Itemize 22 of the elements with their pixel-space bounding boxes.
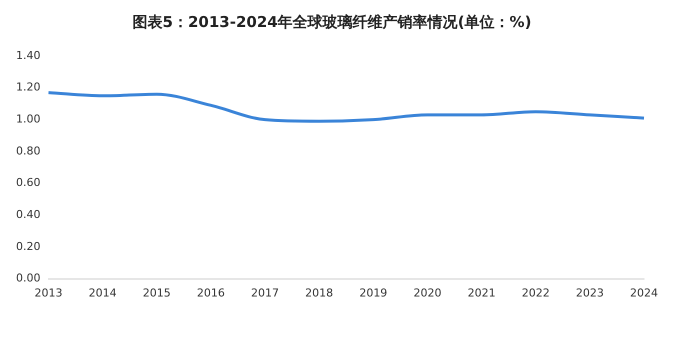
y-tick-label: 0.00 — [16, 272, 40, 285]
x-tick-label: 2016 — [196, 286, 225, 300]
x-tick-label: 2021 — [468, 286, 496, 300]
chart-title: 图表5：2013-2024年全球玻璃纤维产销率情况(单位：%) — [132, 12, 532, 31]
x-tick-label: 2024 — [630, 286, 658, 300]
y-tick-label: 0.80 — [16, 144, 40, 158]
x-tick-label: 2020 — [413, 286, 442, 300]
x-tick-label: 2023 — [576, 286, 604, 300]
x-tick-label: 2014 — [88, 286, 117, 300]
y-tick-label: 1.20 — [16, 80, 40, 94]
line-series — [46, 91, 646, 123]
x-tick-label: 2018 — [305, 286, 334, 300]
x-tick-label: 2015 — [142, 286, 171, 300]
x-tick-label: 2022 — [522, 286, 550, 300]
x-tick-label: 2013 — [34, 286, 62, 300]
y-tick-label: 0.40 — [16, 208, 40, 221]
y-tick-label: 1.00 — [16, 112, 40, 126]
x-tick-label: 2017 — [251, 286, 280, 300]
y-tick-label: 0.60 — [16, 176, 40, 190]
x-tick-label: 2019 — [359, 286, 388, 300]
y-tick-label: 0.20 — [16, 240, 40, 253]
y-tick-label: 1.40 — [16, 48, 40, 62]
